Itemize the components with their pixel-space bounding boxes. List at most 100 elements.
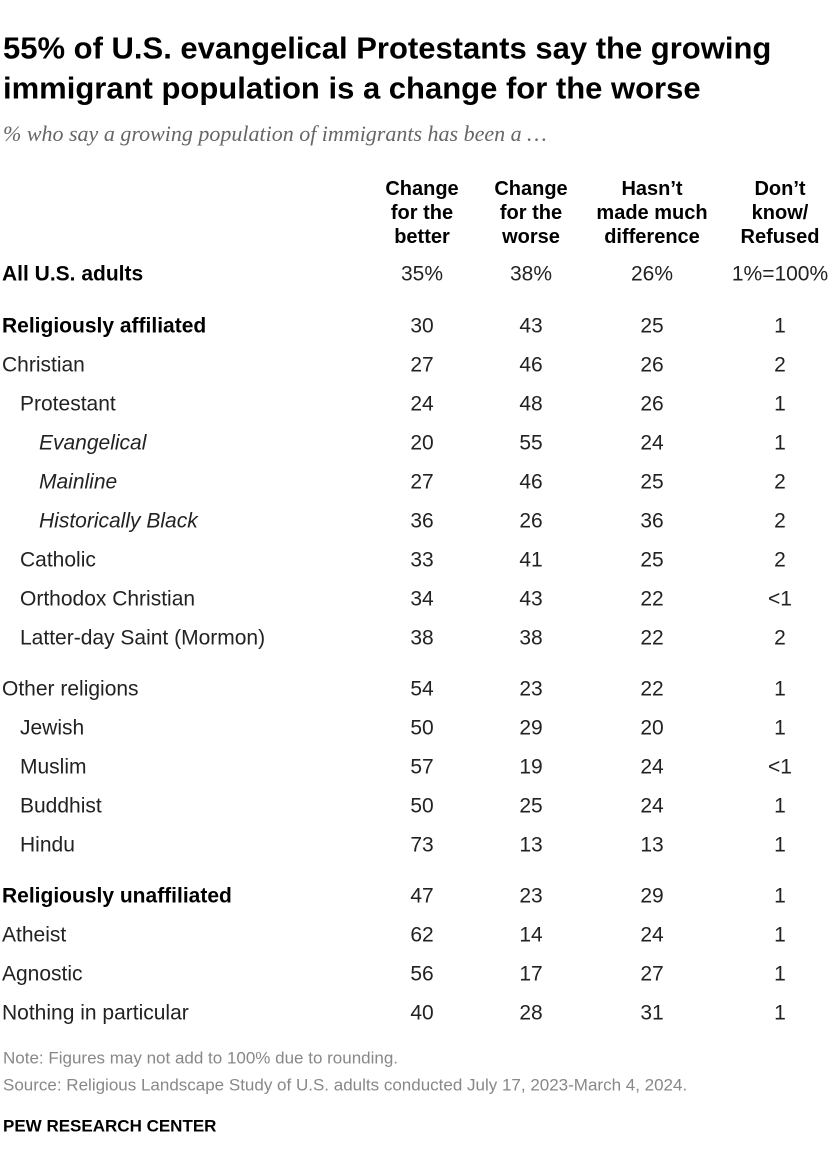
brand: PEW RESEARCH CENTER: [3, 1116, 217, 1136]
cell: 24: [410, 392, 434, 416]
cell: 43: [519, 587, 543, 611]
cell: 46: [519, 470, 543, 494]
cell: 22: [640, 626, 664, 650]
cell: 50: [410, 716, 434, 740]
cell: 1%=100%: [731, 262, 829, 286]
cell: 24: [640, 755, 664, 779]
row-label: Hindu: [20, 833, 75, 857]
row-label: Religiously unaffiliated: [2, 884, 232, 908]
cell: 30: [410, 314, 434, 338]
column-header: difference: [604, 226, 700, 248]
cell: 25: [640, 470, 664, 494]
cell: 48: [519, 392, 543, 416]
column-header: Refused: [740, 226, 820, 248]
row-label: Historically Black: [39, 509, 198, 533]
cell: 1: [774, 431, 786, 455]
cell: 24: [640, 794, 664, 818]
cell: 56: [410, 962, 434, 986]
cell: 1: [774, 833, 786, 857]
row-label: Christian: [2, 353, 85, 377]
row-label: Orthodox Christian: [20, 587, 196, 611]
cell: 38: [410, 626, 434, 650]
cell: 28: [519, 1001, 543, 1025]
cell: 35%: [400, 262, 444, 286]
cell: 38%: [509, 262, 553, 286]
row-label: Catholic: [20, 548, 96, 572]
cell: 25: [640, 314, 664, 338]
cell: 1: [774, 677, 786, 701]
cell: 27: [410, 353, 434, 377]
row-label: Latter-day Saint (Mormon): [20, 626, 266, 650]
row-label: Mainline: [39, 470, 118, 494]
cell: 26%: [630, 262, 674, 286]
cell: 34: [410, 587, 434, 611]
cell: 1: [774, 884, 786, 908]
cell: 23: [519, 884, 543, 908]
cell: 1: [774, 794, 786, 818]
row-label: Buddhist: [20, 794, 102, 818]
cell: 43: [519, 314, 543, 338]
title: immigrant population is a change for the…: [3, 70, 701, 106]
column-header: Change: [385, 178, 459, 200]
row-label: Nothing in particular: [2, 1001, 189, 1025]
column-header: made much: [596, 202, 708, 224]
cell: 26: [640, 353, 664, 377]
cell: 31: [640, 1001, 664, 1025]
row-label: Jewish: [20, 716, 85, 740]
column-header: Change: [494, 178, 568, 200]
cell: 1: [774, 314, 786, 338]
column-header: for the: [390, 202, 454, 224]
cell: 20: [410, 431, 434, 455]
row-label: Religiously affiliated: [2, 314, 207, 338]
column-header: know/: [751, 202, 809, 224]
cell: 17: [519, 962, 543, 986]
cell: 62: [410, 923, 434, 947]
cell: 14: [519, 923, 543, 947]
cell: 40: [410, 1001, 434, 1025]
cell: 27: [410, 470, 434, 494]
row-label: Protestant: [20, 392, 116, 416]
cell: 46: [519, 353, 543, 377]
cell: 1: [774, 716, 786, 740]
row-label: Atheist: [2, 923, 67, 947]
cell: 2: [774, 626, 786, 650]
cell: 1: [774, 1001, 786, 1025]
cell: 73: [410, 833, 434, 857]
cell: 25: [640, 548, 664, 572]
cell: 19: [519, 755, 543, 779]
cell: 33: [410, 548, 434, 572]
column-header: better: [394, 226, 450, 248]
column-header: Hasn’t: [621, 178, 683, 200]
subtitle: % who say a growing population of immigr…: [3, 121, 547, 146]
cell: 23: [519, 677, 543, 701]
cell: 27: [640, 962, 664, 986]
cell: <1: [768, 587, 792, 611]
cell: 36: [410, 509, 434, 533]
cell: 57: [410, 755, 434, 779]
title: 55% of U.S. evangelical Protestants say …: [3, 30, 772, 66]
cell: 13: [640, 833, 664, 857]
column-header: Don’t: [754, 178, 806, 200]
cell: 38: [519, 626, 543, 650]
cell: 24: [640, 923, 664, 947]
cell: 24: [640, 431, 664, 455]
cell: 22: [640, 677, 664, 701]
source: Source: Religious Landscape Study of U.S…: [3, 1075, 688, 1095]
cell: 1: [774, 392, 786, 416]
cell: 25: [519, 794, 543, 818]
cell: 20: [640, 716, 664, 740]
cell: 47: [410, 884, 434, 908]
cell: 2: [774, 548, 786, 572]
cell: 29: [640, 884, 664, 908]
cell: 41: [519, 548, 543, 572]
cell: 55: [519, 431, 543, 455]
row-label: Muslim: [20, 755, 87, 779]
cell: 2: [774, 509, 786, 533]
cell: 26: [640, 392, 664, 416]
cell: 22: [640, 587, 664, 611]
row-label: Agnostic: [2, 962, 83, 986]
column-header: worse: [502, 226, 560, 248]
cell: 29: [519, 716, 543, 740]
column-header: for the: [499, 202, 563, 224]
